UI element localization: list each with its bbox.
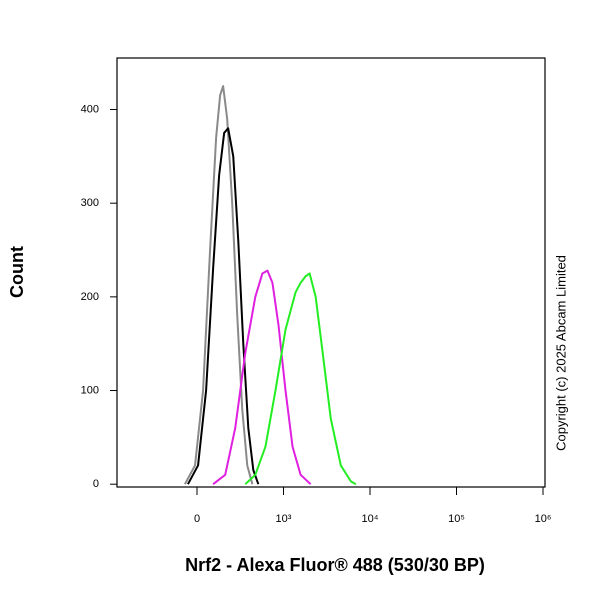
plot-frame	[116, 57, 546, 488]
x-tick-label: 10⁴	[362, 513, 379, 525]
x-tick-label: 10³	[276, 513, 292, 525]
x-tick-label: 10⁶	[535, 513, 552, 525]
y-tick-label: 300	[81, 197, 99, 209]
copyright: Copyright (c) 2025 Abcam Limited	[553, 255, 568, 451]
histogram-line	[244, 272, 357, 486]
y-tick-label: 100	[81, 384, 99, 396]
y-axis-title: Count	[7, 246, 27, 298]
x-tick-label: 10⁵	[448, 513, 465, 525]
histogram-line	[184, 85, 254, 485]
x-axis-title: Nrf2 - Alexa Fluor® 488 (530/30 BP)	[185, 555, 485, 575]
y-tick-label: 400	[81, 103, 99, 115]
histogram-line	[187, 127, 260, 485]
y-tick-label: 200	[81, 291, 99, 303]
y-tick-label: 0	[93, 478, 99, 490]
histogram-line	[212, 269, 312, 485]
x-tick-label: 0	[194, 513, 200, 525]
